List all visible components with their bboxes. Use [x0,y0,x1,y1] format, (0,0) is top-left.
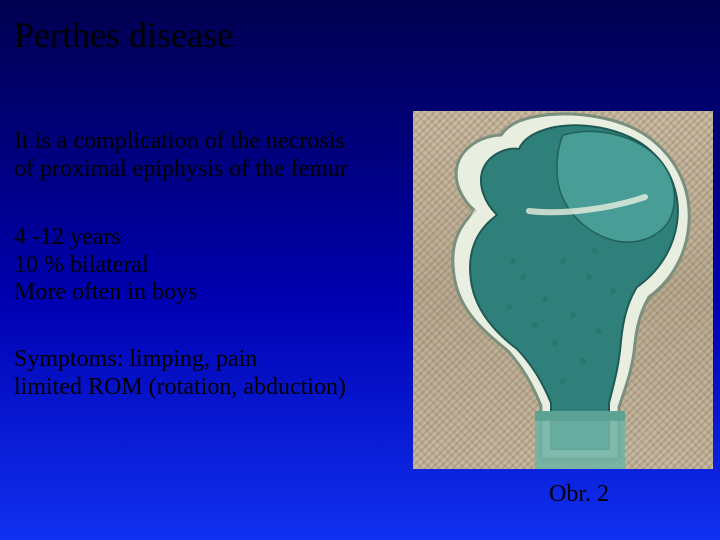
femur-illustration-icon [413,111,713,469]
symptoms-line-2: limited ROM (rotation, abduction) [14,374,346,402]
epi-line-bilateral: 10 % bilateral [14,252,197,280]
figure-caption: Obr. 2 [549,481,609,508]
intro-line-2: of proximal epiphysis of the femur [14,156,348,184]
intro-paragraph: It is a complication of the necrosis of … [14,128,348,183]
symptoms-block: Symptoms: limping, pain limited ROM (rot… [14,346,346,401]
intro-line-1: It is a complication of the necrosis [14,128,348,156]
epidemiology-block: 4 -12 years 10 % bilateral More often in… [14,224,197,307]
symptoms-line-1: Symptoms: limping, pain [14,346,346,374]
epi-line-age: 4 -12 years [14,224,197,252]
slide-title: Perthes disease [14,14,233,56]
epi-line-boys: More often in boys [14,279,197,307]
femur-figure [413,111,713,469]
